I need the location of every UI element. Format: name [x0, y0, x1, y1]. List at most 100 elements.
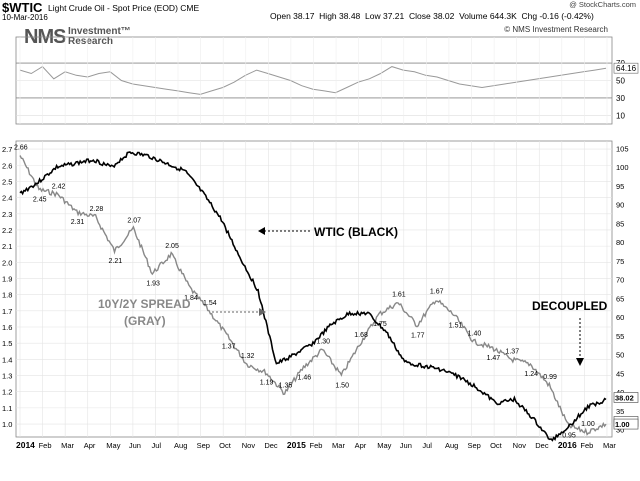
data-label: 1.51 [449, 323, 463, 330]
data-label: 1.37 [222, 344, 236, 351]
x-tick-label: May [106, 441, 120, 450]
data-label: 1.30 [316, 339, 330, 346]
left-axis-tick-label: 1.4 [2, 355, 12, 364]
x-tick-label: Sep [197, 441, 210, 450]
data-label: 1.77 [411, 332, 425, 339]
left-axis-tick-label: 2.3 [2, 210, 12, 219]
data-label: 1.35 [279, 382, 293, 389]
right-axis-tick-label: 105 [616, 144, 629, 153]
data-label: 1.40 [468, 331, 482, 338]
x-tick-label: Oct [490, 441, 503, 450]
x-tick-label: Feb [39, 441, 52, 450]
right-axis-tick-label: 55 [616, 332, 624, 341]
right-axis-tick-label: 35 [616, 407, 624, 416]
left-axis-tick-label: 1.5 [2, 339, 12, 348]
left-axis-tick-label: 2.7 [2, 145, 12, 154]
indicator-current-label: 64.16 [616, 64, 637, 73]
left-axis-tick-label: 1.6 [2, 323, 12, 332]
data-label: 2.28 [90, 206, 104, 213]
data-label: 2.66 [14, 145, 28, 152]
left-axis-tick-label: 1.8 [2, 291, 12, 300]
x-tick-label: May [377, 441, 391, 450]
data-label: 1.50 [335, 383, 349, 390]
x-tick-label: Mar [61, 441, 74, 450]
data-label: 0.95 [562, 433, 576, 440]
x-tick-label: Jul [151, 441, 161, 450]
data-label: 1.75 [373, 321, 387, 328]
current-value-label: 1.00 [615, 420, 630, 429]
data-label: 1.32 [241, 353, 255, 360]
x-tick-label: Nov [242, 441, 256, 450]
data-label: 2.21 [109, 258, 123, 265]
right-axis-tick-label: 70 [616, 276, 624, 285]
left-axis-tick-label: 1.3 [2, 372, 12, 381]
main-frame [16, 141, 612, 437]
left-axis-tick-label: 2.2 [2, 226, 12, 235]
data-label: 1.00 [581, 421, 595, 428]
right-axis-tick-label: 75 [616, 257, 624, 266]
annotation-decoupled-arrowhead [576, 358, 584, 366]
indicator-tick-label: 50 [616, 77, 625, 86]
x-tick-label: Aug [445, 441, 458, 450]
right-axis-tick-label: 45 [616, 369, 624, 378]
x-tick-label: Jun [400, 441, 412, 450]
x-tick-label: Mar [603, 441, 616, 450]
annotation-spread-line1: 10Y/2Y SPREAD [98, 297, 191, 311]
x-tick-label: Aug [174, 441, 187, 450]
data-label: 1.54 [203, 300, 217, 307]
right-axis-tick-label: 95 [616, 182, 624, 191]
annotation-wtic: WTIC (BLACK) [314, 225, 398, 239]
data-label: 2.31 [71, 219, 85, 226]
left-axis-tick-label: 2.5 [2, 177, 12, 186]
data-label: 1.68 [354, 332, 368, 339]
annotation-wtic-arrowhead [258, 227, 265, 235]
x-tick-label: Mar [332, 441, 345, 450]
data-label: 1.24 [524, 371, 538, 378]
right-axis-tick-label: 60 [616, 313, 624, 322]
left-axis-tick-label: 1.1 [2, 404, 12, 413]
x-tick-label: Oct [219, 441, 232, 450]
x-tick-label: Dec [264, 441, 278, 450]
x-tick-label: Jun [129, 441, 141, 450]
indicator-tick-label: 30 [616, 94, 625, 103]
data-label: 1.37 [505, 348, 519, 355]
data-label: 1.47 [487, 355, 501, 362]
left-axis-tick-label: 2.1 [2, 242, 12, 251]
left-axis-tick-label: 2.4 [2, 194, 12, 203]
right-axis-tick-label: 80 [616, 238, 624, 247]
left-axis-tick-label: 2.0 [2, 258, 12, 267]
indicator-tick-label: 10 [616, 111, 625, 120]
annotation-decoupled: DECOUPLED [532, 299, 608, 313]
x-tick-label: Dec [535, 441, 549, 450]
x-tick-label: 2016 [558, 440, 577, 450]
x-tick-label: Apr [84, 441, 96, 450]
right-axis-tick-label: 100 [616, 163, 629, 172]
right-axis-tick-label: 50 [616, 351, 624, 360]
left-axis-tick-label: 1.2 [2, 388, 12, 397]
data-label: 1.46 [298, 374, 312, 381]
x-tick-label: Nov [513, 441, 527, 450]
x-tick-label: Apr [355, 441, 367, 450]
data-label: 2.05 [165, 243, 179, 250]
current-value-label: 38.02 [615, 393, 634, 402]
left-axis-tick-label: 1.9 [2, 274, 12, 283]
left-axis-tick-label: 1.7 [2, 307, 12, 316]
data-label: 2.07 [127, 217, 141, 224]
data-label: 2.45 [33, 197, 47, 204]
right-axis-tick-label: 85 [616, 219, 624, 228]
right-axis-tick-label: 90 [616, 201, 624, 210]
left-axis-tick-label: 1.0 [2, 420, 12, 429]
x-tick-label: Jul [422, 441, 432, 450]
data-label: 1.93 [146, 281, 160, 288]
data-label: 1.19 [260, 379, 274, 386]
left-axis-tick-label: 2.6 [2, 161, 12, 170]
data-label: 1.61 [392, 292, 406, 299]
annotation-spread-line2: (GRAY) [124, 314, 166, 328]
x-tick-label: Feb [309, 441, 322, 450]
data-label: 0.99 [543, 374, 557, 381]
x-tick-label: 2014 [16, 440, 35, 450]
x-tick-label: 2015 [287, 440, 306, 450]
x-tick-label: Feb [580, 441, 593, 450]
right-axis-tick-label: 65 [616, 294, 624, 303]
